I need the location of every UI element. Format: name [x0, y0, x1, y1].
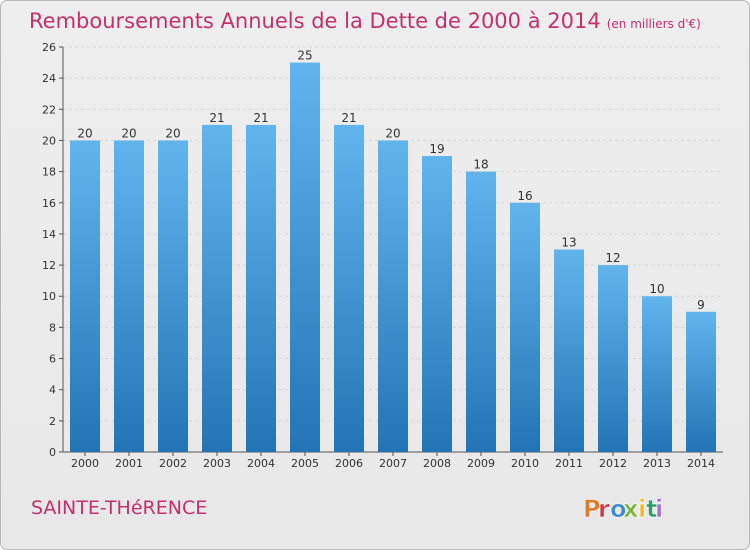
bar-value-label: 25	[297, 49, 312, 63]
bar-value-label: 21	[253, 111, 268, 125]
y-tick-label: 10	[42, 290, 56, 303]
bar	[642, 296, 672, 452]
x-tick-label: 2003	[203, 457, 231, 470]
bar-value-label: 18	[473, 158, 488, 172]
logo-letter: P	[583, 495, 601, 523]
y-tick-label: 8	[49, 321, 56, 334]
bar-value-label: 19	[429, 142, 444, 156]
y-tick-label: 12	[42, 259, 56, 272]
bar-value-label: 9	[697, 298, 705, 312]
bar	[422, 156, 452, 453]
chart-title-main: Remboursements Annuels de la Dette de 20…	[29, 9, 601, 33]
x-tick-label: 2001	[115, 457, 143, 470]
bar	[246, 124, 276, 452]
x-tick-label: 2002	[159, 457, 187, 470]
bar	[158, 140, 188, 452]
logo-letter: t	[646, 495, 657, 523]
bar-value-label: 16	[517, 189, 532, 203]
y-tick-label: 14	[42, 228, 56, 241]
bar-value-label: 20	[77, 126, 92, 140]
x-tick-label: 2006	[335, 457, 363, 470]
x-tick-label: 2000	[71, 457, 99, 470]
logo-letter: x	[623, 495, 639, 523]
bar	[466, 171, 496, 452]
y-tick-label: 18	[42, 166, 56, 179]
x-tick-label: 2009	[467, 457, 495, 470]
bar-value-label: 20	[385, 126, 400, 140]
bar-value-label: 21	[341, 111, 356, 125]
bar	[598, 265, 628, 452]
bar-value-label: 20	[121, 126, 136, 140]
x-tick-label: 2005	[291, 457, 319, 470]
logo-letter: o	[610, 495, 627, 523]
bar	[378, 140, 408, 452]
y-tick-label: 0	[49, 446, 56, 459]
bar	[510, 202, 540, 452]
y-tick-label: 22	[42, 103, 56, 116]
x-tick-label: 2014	[687, 457, 715, 470]
label-layer: 20 2000 20 2001 20 2002 21 2003 21 2004 25 2005 21 20…	[71, 49, 715, 470]
logo-letter: r	[598, 495, 610, 523]
chart-title: Remboursements Annuels de la Dette de 20…	[29, 5, 701, 37]
chart-title-unit: (en milliers d'€)	[606, 17, 701, 31]
x-tick-label: 2004	[247, 457, 275, 470]
x-tick-label: 2007	[379, 457, 407, 470]
bar-layer	[70, 62, 716, 453]
x-tick-label: 2012	[599, 457, 627, 470]
bar-value-label: 20	[165, 126, 180, 140]
bar-value-label: 13	[561, 236, 576, 250]
bar	[70, 140, 100, 452]
bar	[334, 124, 364, 452]
proxiti-logo: Pr ox i ti	[583, 495, 664, 524]
commune-name: SAINTE-THéRENCE	[31, 497, 208, 519]
y-tick-label: 6	[49, 353, 56, 366]
y-tick-label: 4	[49, 384, 56, 397]
logo-letter: i	[638, 495, 646, 523]
x-tick-label: 2008	[423, 457, 451, 470]
bar	[290, 62, 320, 452]
y-tick-label: 2	[49, 415, 56, 428]
bar-value-label: 21	[209, 111, 224, 125]
bar	[202, 124, 232, 452]
x-tick-label: 2011	[555, 457, 583, 470]
bar	[114, 140, 144, 452]
logo-letter: i	[655, 495, 663, 523]
bar	[554, 249, 584, 452]
bar	[686, 311, 716, 452]
x-tick-label: 2010	[511, 457, 539, 470]
bar-value-label: 12	[605, 251, 620, 265]
y-tick-label: 26	[42, 41, 56, 54]
y-tick-label: 24	[42, 72, 56, 85]
y-tick-label: 20	[42, 134, 56, 147]
bar-value-label: 10	[649, 282, 664, 296]
y-tick-label: 16	[42, 197, 56, 210]
x-tick-label: 2013	[643, 457, 671, 470]
